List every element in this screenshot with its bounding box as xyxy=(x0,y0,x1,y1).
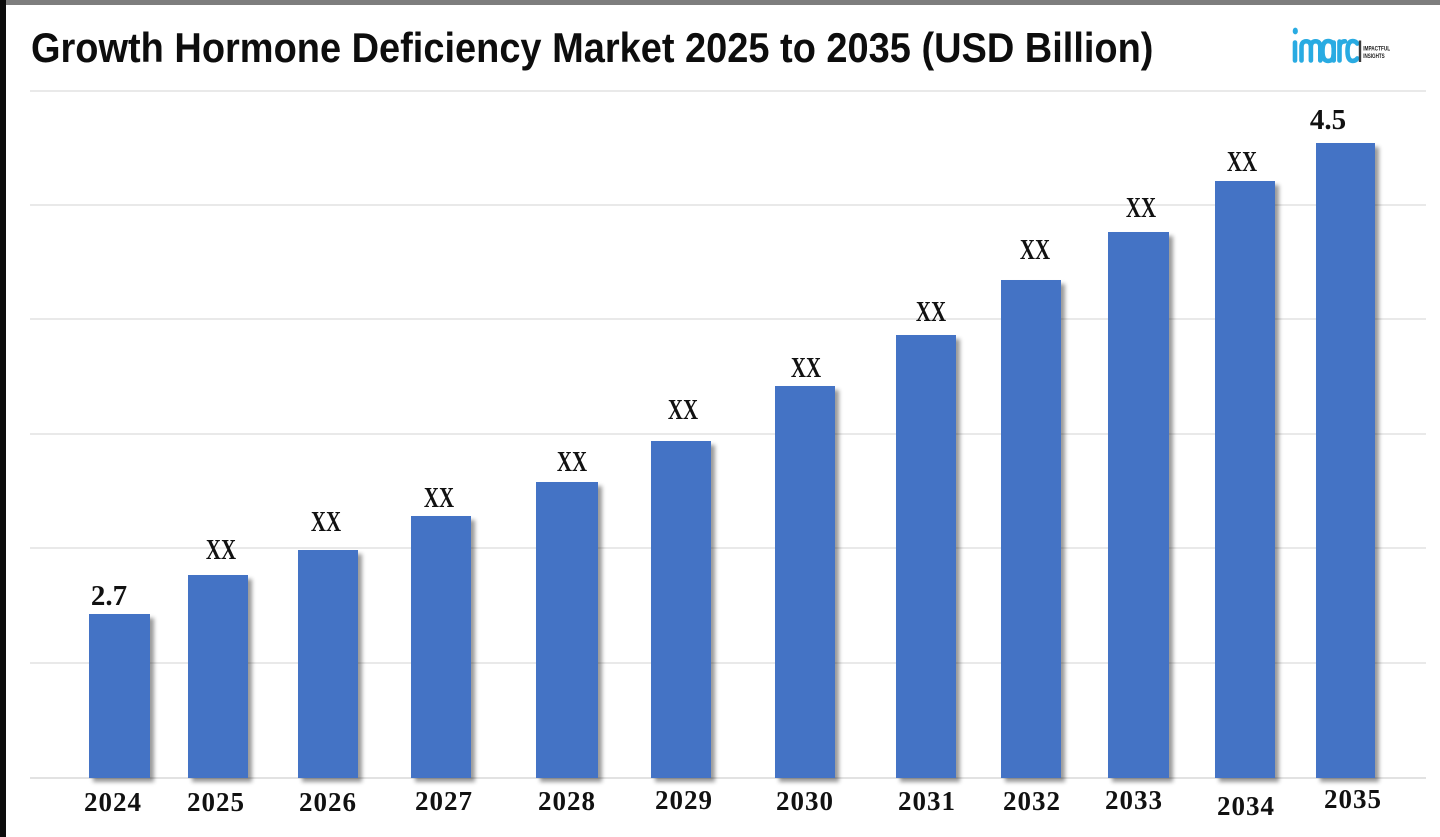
svg-text:INSIGHTS: INSIGHTS xyxy=(1363,54,1385,60)
svg-text:IMPACTFUL: IMPACTFUL xyxy=(1363,46,1390,52)
